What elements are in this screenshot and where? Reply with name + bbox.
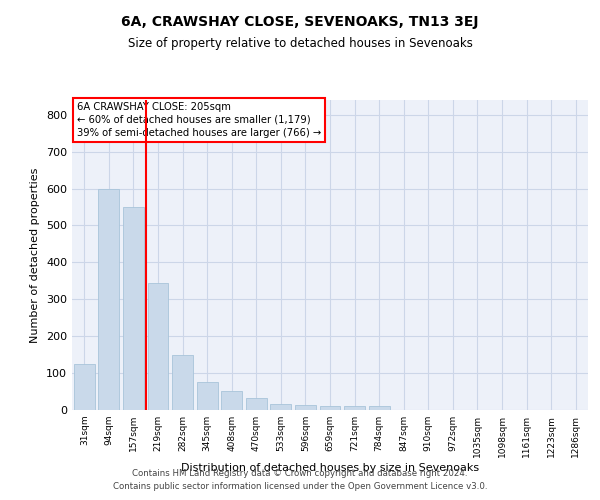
Bar [98, 188, 119, 410]
Text: Size of property relative to detached houses in Sevenoaks: Size of property relative to detached ho… [128, 38, 472, 51]
Text: 6A, CRAWSHAY CLOSE, SEVENOAKS, TN13 3EJ: 6A, CRAWSHAY CLOSE, SEVENOAKS, TN13 3EJ [121, 15, 479, 29]
Bar [271, 404, 292, 410]
Bar [172, 356, 193, 410]
X-axis label: Distribution of detached houses by size in Sevenoaks: Distribution of detached houses by size … [181, 462, 479, 472]
Bar [320, 406, 340, 410]
Y-axis label: Number of detached properties: Number of detached properties [31, 168, 40, 342]
Bar [148, 282, 169, 410]
Bar [344, 406, 365, 410]
Bar [221, 391, 242, 410]
Text: Contains HM Land Registry data © Crown copyright and database right 2024.: Contains HM Land Registry data © Crown c… [132, 468, 468, 477]
Bar [74, 364, 95, 410]
Bar [123, 207, 144, 410]
Bar [368, 406, 389, 410]
Bar [295, 405, 316, 410]
Bar [246, 398, 267, 410]
Bar [197, 382, 218, 410]
Text: 6A CRAWSHAY CLOSE: 205sqm
← 60% of detached houses are smaller (1,179)
39% of se: 6A CRAWSHAY CLOSE: 205sqm ← 60% of detac… [77, 102, 322, 138]
Text: Contains public sector information licensed under the Open Government Licence v3: Contains public sector information licen… [113, 482, 487, 491]
